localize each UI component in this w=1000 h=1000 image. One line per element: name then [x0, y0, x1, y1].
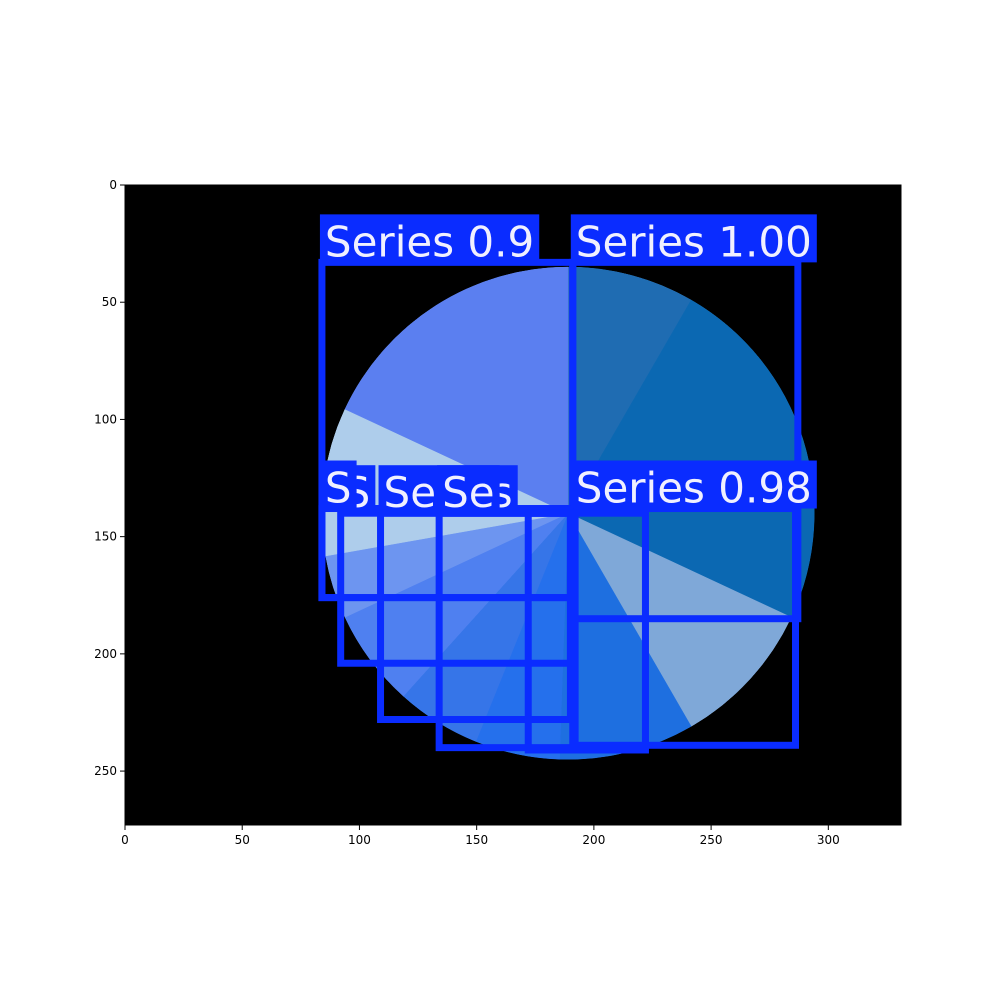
detection-label-background — [319, 214, 540, 263]
y-tick-label: 0 — [109, 178, 117, 192]
detection-label-background — [570, 460, 817, 509]
detection-box — [524, 509, 649, 754]
detection-label-background — [319, 460, 357, 509]
x-tick-label: 0 — [121, 833, 129, 847]
x-tick-label: 100 — [348, 833, 371, 847]
y-tick-label: 150 — [94, 530, 117, 544]
detection-label: Series 1.00 — [576, 217, 812, 266]
detection-label: S — [325, 464, 352, 513]
axes-frame — [124, 184, 902, 826]
y-axis-ticks: 0 50 100 150 200 250 — [94, 178, 125, 778]
x-tick-label: 150 — [465, 833, 488, 847]
y-tick-label: 100 — [94, 412, 117, 426]
x-tick-label: 300 — [817, 833, 840, 847]
detection-label: Se — [442, 468, 495, 517]
detection-label: Series 0.9 — [325, 217, 534, 266]
detection-label-background — [570, 214, 817, 263]
y-tick-label: 200 — [94, 647, 117, 661]
x-tick-label: 250 — [700, 833, 723, 847]
x-axis-ticks: 0 50 100 150 200 250 300 — [121, 825, 840, 847]
pie-slice — [567, 299, 815, 618]
pie-slice — [344, 266, 569, 514]
y-tick-label: 250 — [94, 764, 117, 778]
x-tick-label: 200 — [582, 833, 605, 847]
detection-label: Series 0.98 — [576, 464, 812, 513]
x-tick-label: 50 — [235, 833, 250, 847]
y-tick-label: 50 — [102, 295, 117, 309]
detection-label-background — [437, 465, 500, 514]
